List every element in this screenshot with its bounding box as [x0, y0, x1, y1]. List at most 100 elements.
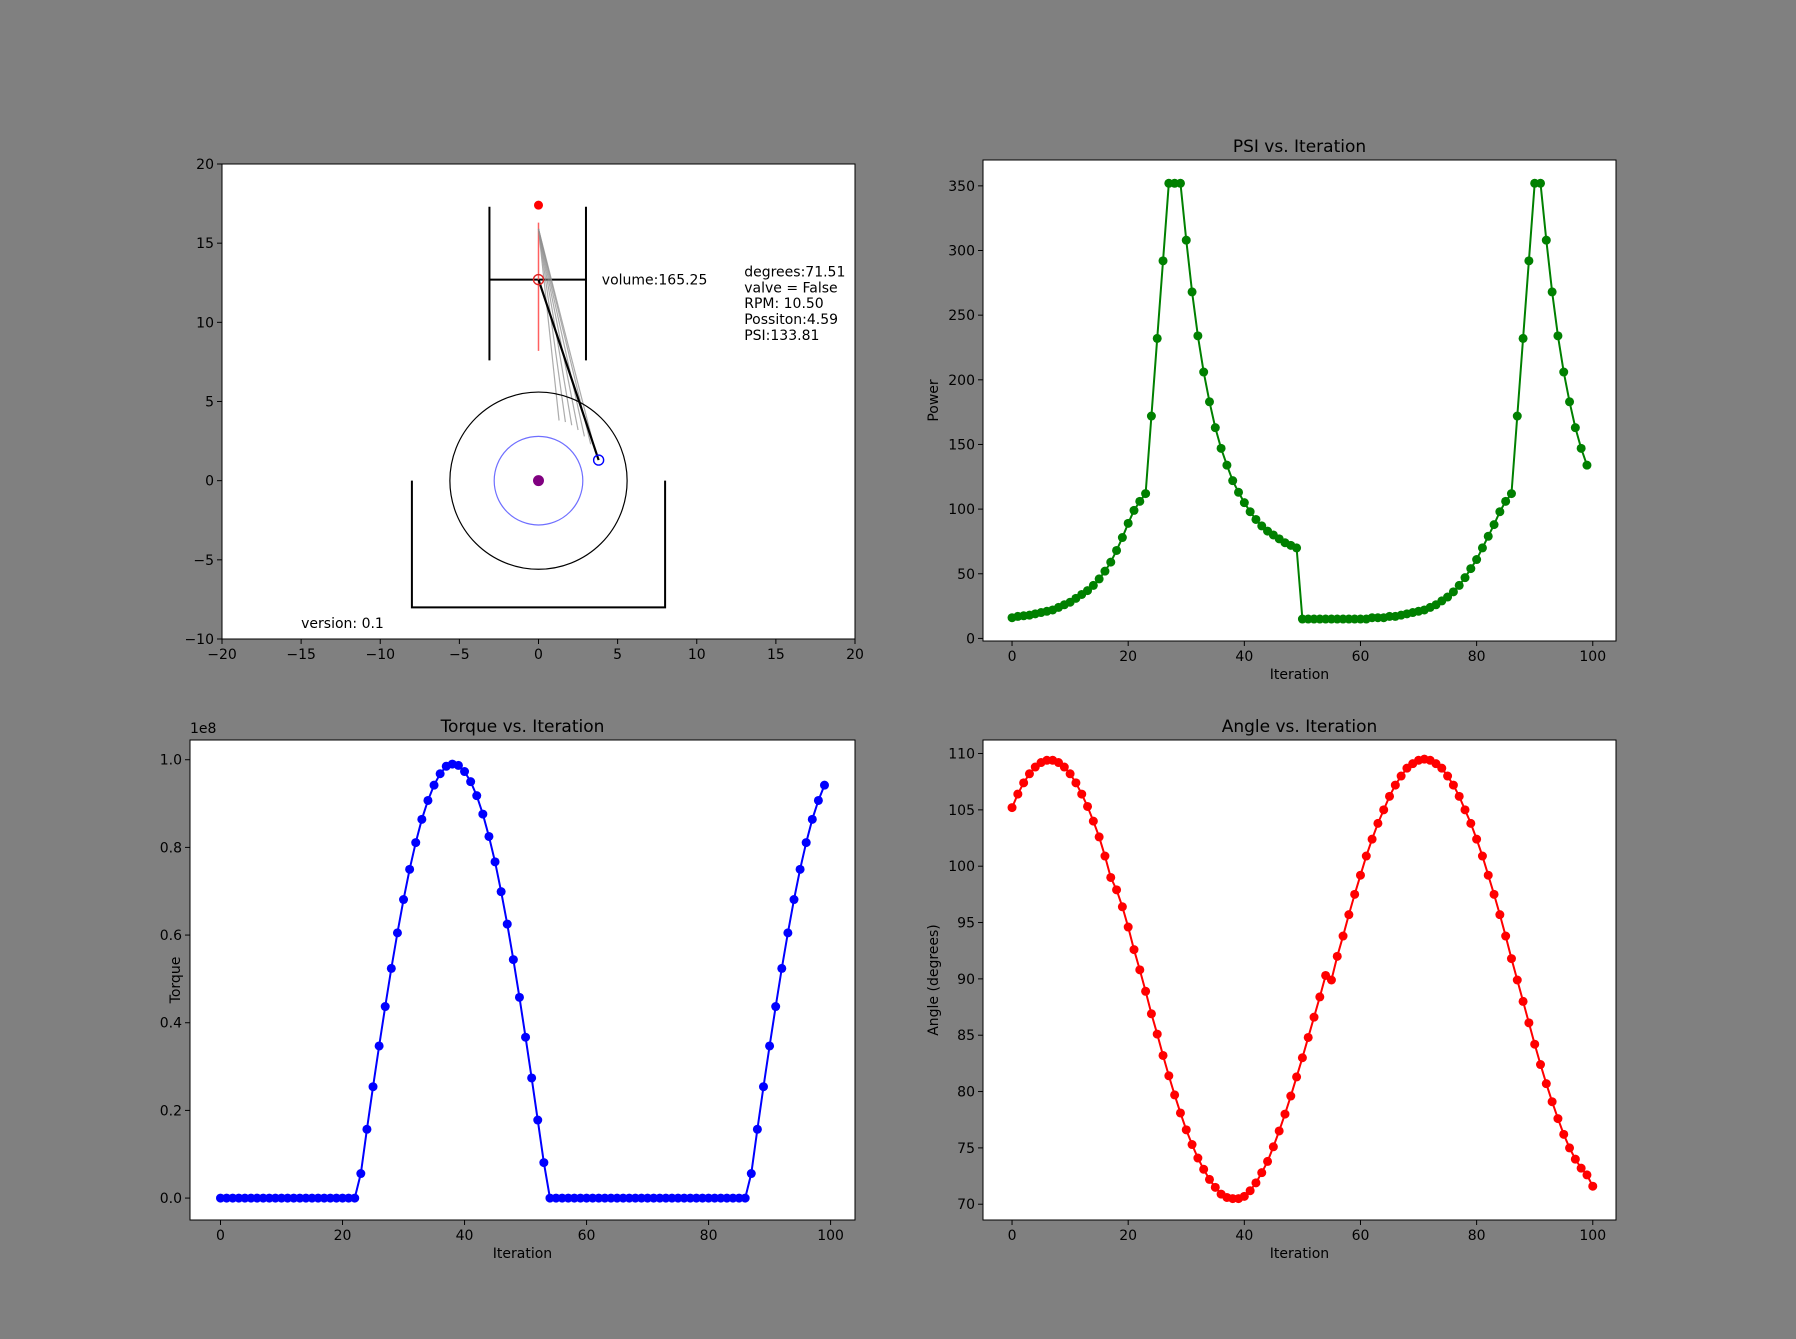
engine-x-tick-label: 20	[846, 647, 864, 663]
angle-data-point	[1193, 1153, 1203, 1163]
angle-data-point	[1355, 870, 1365, 880]
psi-data-point	[1234, 487, 1244, 497]
torque-data-point	[368, 1082, 378, 1092]
angle-data-point	[1518, 996, 1528, 1006]
psi-data-point	[1576, 443, 1586, 453]
angle-data-point	[1204, 1174, 1214, 1184]
torque-data-point	[350, 1193, 360, 1203]
torque-data-point	[502, 919, 512, 929]
torque-data-point	[374, 1041, 384, 1051]
angle-data-point	[1199, 1164, 1209, 1174]
angle-data-point	[1292, 1072, 1302, 1082]
angle-data-point	[1576, 1163, 1586, 1173]
torque-data-point	[356, 1169, 366, 1179]
angle-data-point	[1385, 791, 1395, 801]
angle-data-point	[1164, 1071, 1174, 1081]
psi-y-tick-label: 300	[948, 244, 975, 260]
angle-data-point	[1344, 910, 1354, 920]
psi-series	[1007, 178, 1592, 624]
angle-data-point	[1129, 945, 1139, 955]
psi-data-point	[1443, 592, 1453, 602]
torque-data-point	[539, 1158, 549, 1168]
version-annotation: version: 0.1	[301, 616, 384, 632]
angle-data-point	[1013, 789, 1023, 799]
psi-x-tick-label: 80	[1468, 649, 1486, 665]
angle-data-point	[1141, 986, 1151, 996]
psi-x-tick-label: 100	[1579, 649, 1606, 665]
engine-x-tick-label: −15	[286, 647, 316, 663]
angle-data-point	[1553, 1114, 1563, 1124]
torque-data-point	[746, 1169, 756, 1179]
torque-data-point	[429, 780, 439, 790]
psi-data-point	[1117, 533, 1127, 543]
angle-plot-area	[982, 739, 1617, 1221]
engine-y-tick-label: 10	[196, 315, 214, 331]
torque-plot-area	[189, 739, 856, 1221]
psi-x-tick-label: 60	[1352, 649, 1370, 665]
engine-x-tick-label: −20	[207, 647, 237, 663]
angle-data-point	[1077, 789, 1087, 799]
psi-data-point	[1483, 531, 1493, 541]
psi-series-line	[1011, 182, 1588, 621]
psi-annotation: PSI:133.81	[744, 328, 819, 344]
angle-y-tick-label: 90	[957, 972, 975, 988]
angle-data-point	[1181, 1125, 1191, 1135]
angle-chart: 0 20 40 60 80 100 70 75 80 85 90 95 100 105 110 Angle …	[926, 717, 1617, 1262]
torque-data-point	[807, 814, 817, 824]
psi-data-point	[1228, 476, 1238, 486]
angle-x-tick-label: 60	[1352, 1228, 1370, 1244]
connecting-rod	[537, 279, 600, 461]
angle-data-point	[1373, 818, 1383, 828]
angle-data-point	[1437, 763, 1447, 773]
angle-y-tick-label: 85	[957, 1028, 975, 1044]
torque-chart: 0 20 40 60 80 100 0.0 0.2 0.4 0.6 0.8 1.0 Torque vs…	[160, 717, 856, 1262]
angle-data-point	[1506, 954, 1516, 964]
rod-trail-line	[537, 228, 597, 453]
angle-y-tick-label: 105	[948, 803, 975, 819]
angle-ticks: 0 20 40 60 80 100 70 75 80 85 90 95 100 105 110	[948, 747, 1606, 1244]
angle-data-point	[1239, 1191, 1249, 1201]
angle-data-point	[1524, 1018, 1534, 1028]
angle-data-point	[1210, 1182, 1220, 1192]
torque-data-point	[417, 814, 427, 824]
torque-data-point	[399, 895, 409, 905]
angle-data-point	[1106, 872, 1116, 882]
psi-data-point	[1239, 498, 1249, 508]
psi-data-point	[1152, 333, 1162, 343]
psi-data-point	[1181, 235, 1191, 245]
torque-y-tick-label: 0.2	[160, 1103, 182, 1119]
torque-data-point	[819, 780, 829, 790]
rod-trail-line	[537, 228, 585, 437]
torque-data-point	[508, 955, 518, 965]
torque-data-point	[362, 1124, 372, 1134]
angle-data-point	[1547, 1097, 1557, 1107]
psi-data-point	[1460, 573, 1470, 583]
torque-data-point	[771, 1002, 781, 1012]
angle-x-tick-label: 100	[1579, 1228, 1606, 1244]
angle-data-point	[1083, 801, 1093, 811]
torque-data-point	[435, 769, 445, 779]
torque-x-tick-label: 40	[456, 1228, 474, 1244]
torque-y-tick-label: 0.8	[160, 840, 182, 856]
torque-x-tick-label: 20	[334, 1228, 352, 1244]
angle-data-point	[1187, 1140, 1197, 1150]
angle-data-point	[1146, 1009, 1156, 1019]
angle-data-point	[1326, 975, 1336, 985]
psi-data-point	[1129, 505, 1139, 515]
torque-data-point	[758, 1082, 768, 1092]
engine-y-tick-label: −5	[193, 553, 214, 569]
torque-data-point	[411, 838, 421, 848]
torque-y-tick-label: 0.4	[160, 1016, 182, 1032]
torque-data-point	[752, 1124, 762, 1134]
degrees-annotation: degrees:71.51	[744, 264, 845, 280]
psi-data-point	[1541, 235, 1551, 245]
torque-data-point	[533, 1115, 543, 1125]
psi-data-point	[1193, 331, 1203, 341]
psi-data-point	[1100, 566, 1110, 576]
angle-data-point	[1094, 832, 1104, 842]
engine-x-tick-label: −5	[449, 647, 470, 663]
psi-ticks: 0 20 40 60 80 100 0 50 100 150 200 250 300 350	[948, 179, 1606, 665]
psi-y-axis-label: Power	[926, 379, 942, 422]
angle-data-point	[1019, 778, 1029, 788]
